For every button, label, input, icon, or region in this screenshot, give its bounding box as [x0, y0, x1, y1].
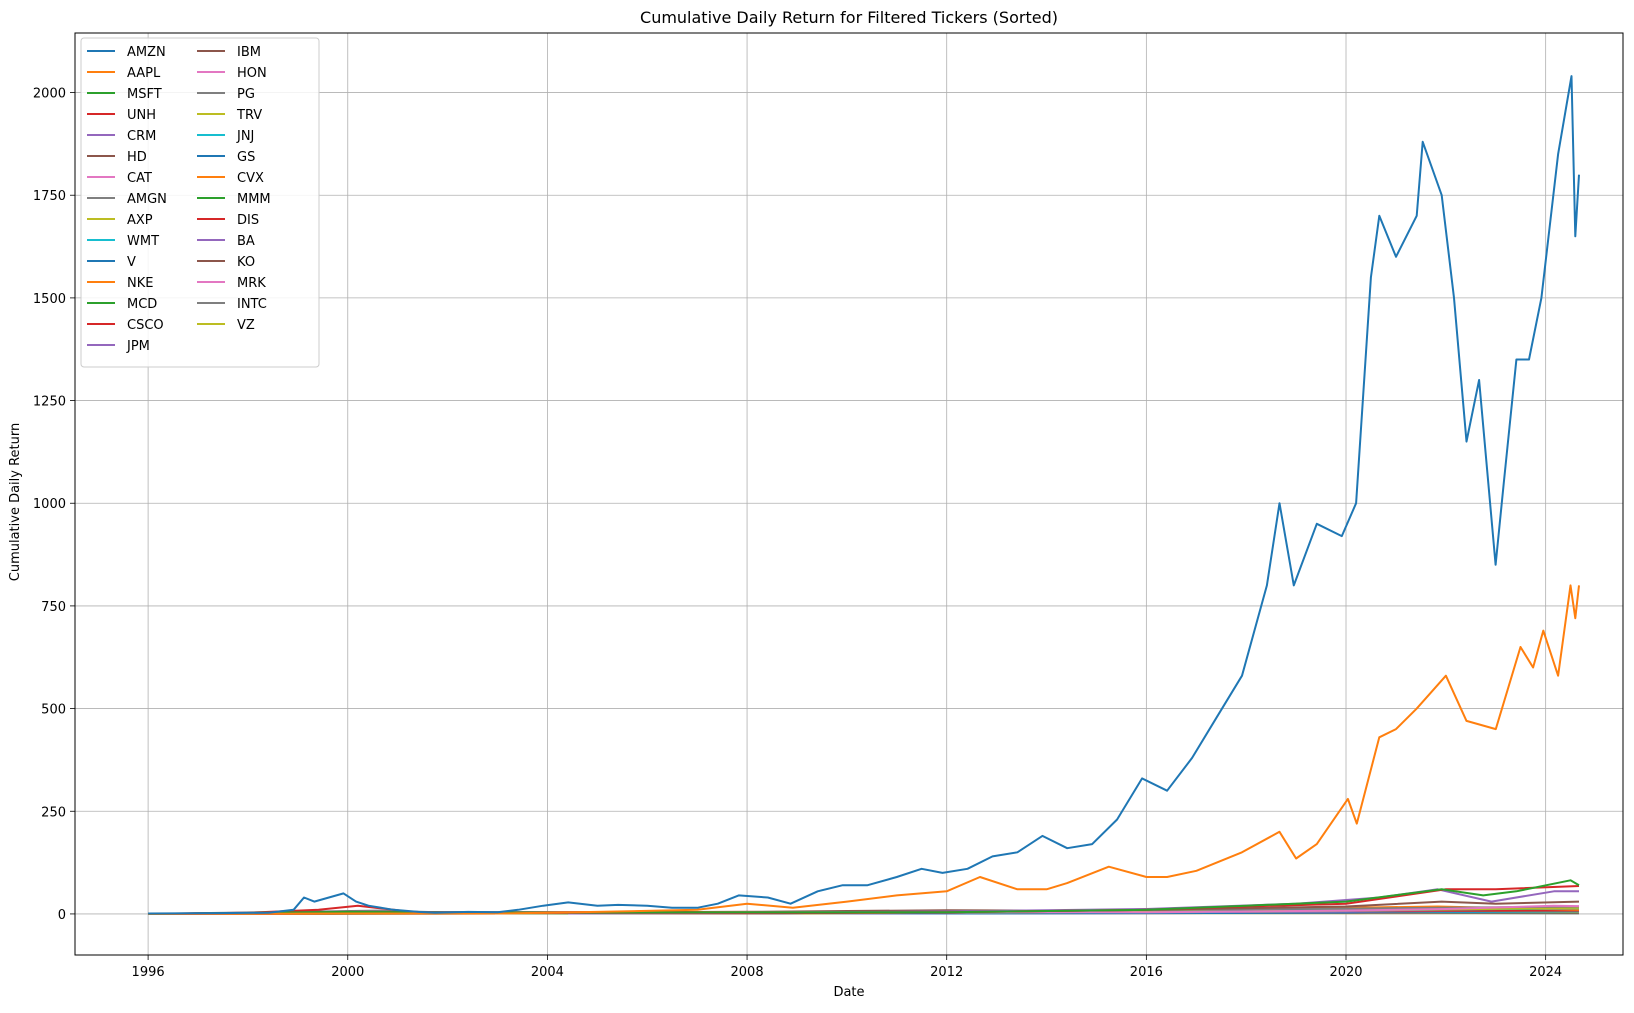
legend-label: MCD — [127, 297, 157, 312]
legend-label: CVX — [237, 171, 264, 186]
series-line-amzn — [148, 75, 1580, 915]
legend-label: AMZN — [127, 45, 166, 60]
y-tick-label: 1000 — [33, 497, 66, 512]
x-tick-label: 1996 — [132, 965, 165, 980]
legend-label: MRK — [237, 276, 266, 291]
series-line-aapl — [148, 584, 1580, 915]
y-tick-label: 1500 — [33, 292, 66, 307]
y-tick-label: 250 — [41, 805, 66, 820]
legend-label: BA — [237, 234, 255, 249]
y-tick-label: 0 — [58, 908, 66, 923]
y-tick-label: 1750 — [33, 189, 66, 204]
x-tick-label: 2000 — [331, 965, 364, 980]
series-lines — [148, 75, 1580, 915]
legend-label: UNH — [127, 108, 156, 123]
legend-box — [80, 37, 320, 368]
legend-label: MMM — [237, 192, 271, 207]
x-tick-label: 2004 — [531, 965, 564, 980]
legend-label: PG — [237, 87, 255, 102]
x-tick-label: 2020 — [1329, 965, 1362, 980]
legend-label: AMGN — [127, 192, 167, 207]
legend: AMZN AAPL MSFT UNH CRM HD CAT AMGN AXP WMT V NKE MCD… — [80, 37, 320, 368]
legend-label: VZ — [237, 318, 255, 333]
legend-label: V — [127, 255, 136, 270]
legend-label: INTC — [237, 297, 267, 312]
x-tick-label: 2024 — [1529, 965, 1562, 980]
legend-label: DIS — [237, 213, 259, 228]
legend-label: AAPL — [127, 66, 161, 81]
plot-frame — [74, 32, 1624, 956]
y-tick-label: 2000 — [33, 87, 66, 102]
legend-label: CSCO — [127, 318, 164, 333]
legend-label: GS — [237, 150, 255, 165]
legend-label: CAT — [127, 171, 152, 186]
legend-label: MSFT — [127, 87, 162, 102]
legend-label: WMT — [127, 234, 159, 249]
x-tick-label: 2012 — [930, 965, 963, 980]
legend-label: AXP — [127, 213, 153, 228]
legend-label: CRM — [127, 129, 156, 144]
legend-label: IBM — [237, 45, 261, 60]
legend-label: HD — [127, 150, 147, 165]
chart-title: Cumulative Daily Return for Filtered Tic… — [640, 8, 1058, 27]
legend-label: HON — [237, 66, 267, 81]
axis-ticks: 1996 2000 2004 2008 2012 2016 2020 2024 0 250 500 7… — [33, 87, 1562, 980]
legend-label: TRV — [236, 108, 262, 123]
y-tick-label: 1250 — [33, 395, 66, 410]
legend-label: KO — [237, 255, 255, 270]
legend-label: JPM — [126, 339, 150, 354]
x-tick-label: 2008 — [731, 965, 764, 980]
legend-label: JNJ — [236, 129, 254, 144]
legend-label: NKE — [127, 276, 153, 291]
y-tick-label: 750 — [41, 600, 66, 615]
grid — [75, 33, 1623, 955]
x-axis-label: Date — [833, 985, 864, 1000]
y-tick-label: 500 — [41, 703, 66, 718]
x-tick-label: 2016 — [1130, 965, 1163, 980]
y-axis-label: Cumulative Daily Return — [8, 423, 23, 582]
